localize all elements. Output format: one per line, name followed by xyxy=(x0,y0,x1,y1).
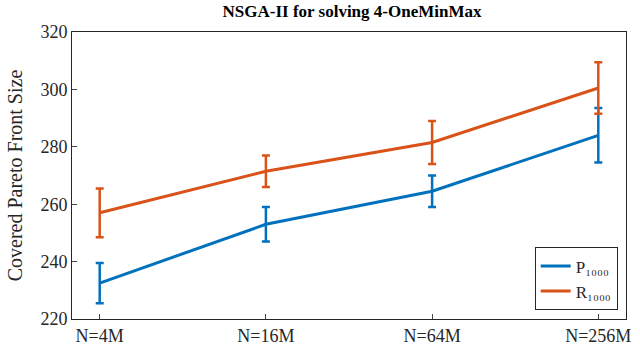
svg-text:N=16M: N=16M xyxy=(237,326,294,346)
svg-text:280: 280 xyxy=(40,137,67,157)
svg-text:320: 320 xyxy=(40,22,67,42)
svg-text:Covered Pareto Front Size: Covered Pareto Front Size xyxy=(4,70,26,282)
svg-text:220: 220 xyxy=(40,309,67,329)
svg-text:P₁₀₀₀: P₁₀₀₀ xyxy=(576,258,609,277)
svg-text:240: 240 xyxy=(40,252,67,272)
svg-text:260: 260 xyxy=(40,195,67,215)
svg-text:N=4M: N=4M xyxy=(76,326,124,346)
svg-text:300: 300 xyxy=(40,80,67,100)
svg-text:N=256M: N=256M xyxy=(565,326,631,346)
svg-text:R₁₀₀₀: R₁₀₀₀ xyxy=(576,283,611,302)
svg-text:NSGA-II for solving 4-OneMinMa: NSGA-II for solving 4-OneMinMax xyxy=(223,2,482,21)
svg-text:N=64M: N=64M xyxy=(404,326,461,346)
